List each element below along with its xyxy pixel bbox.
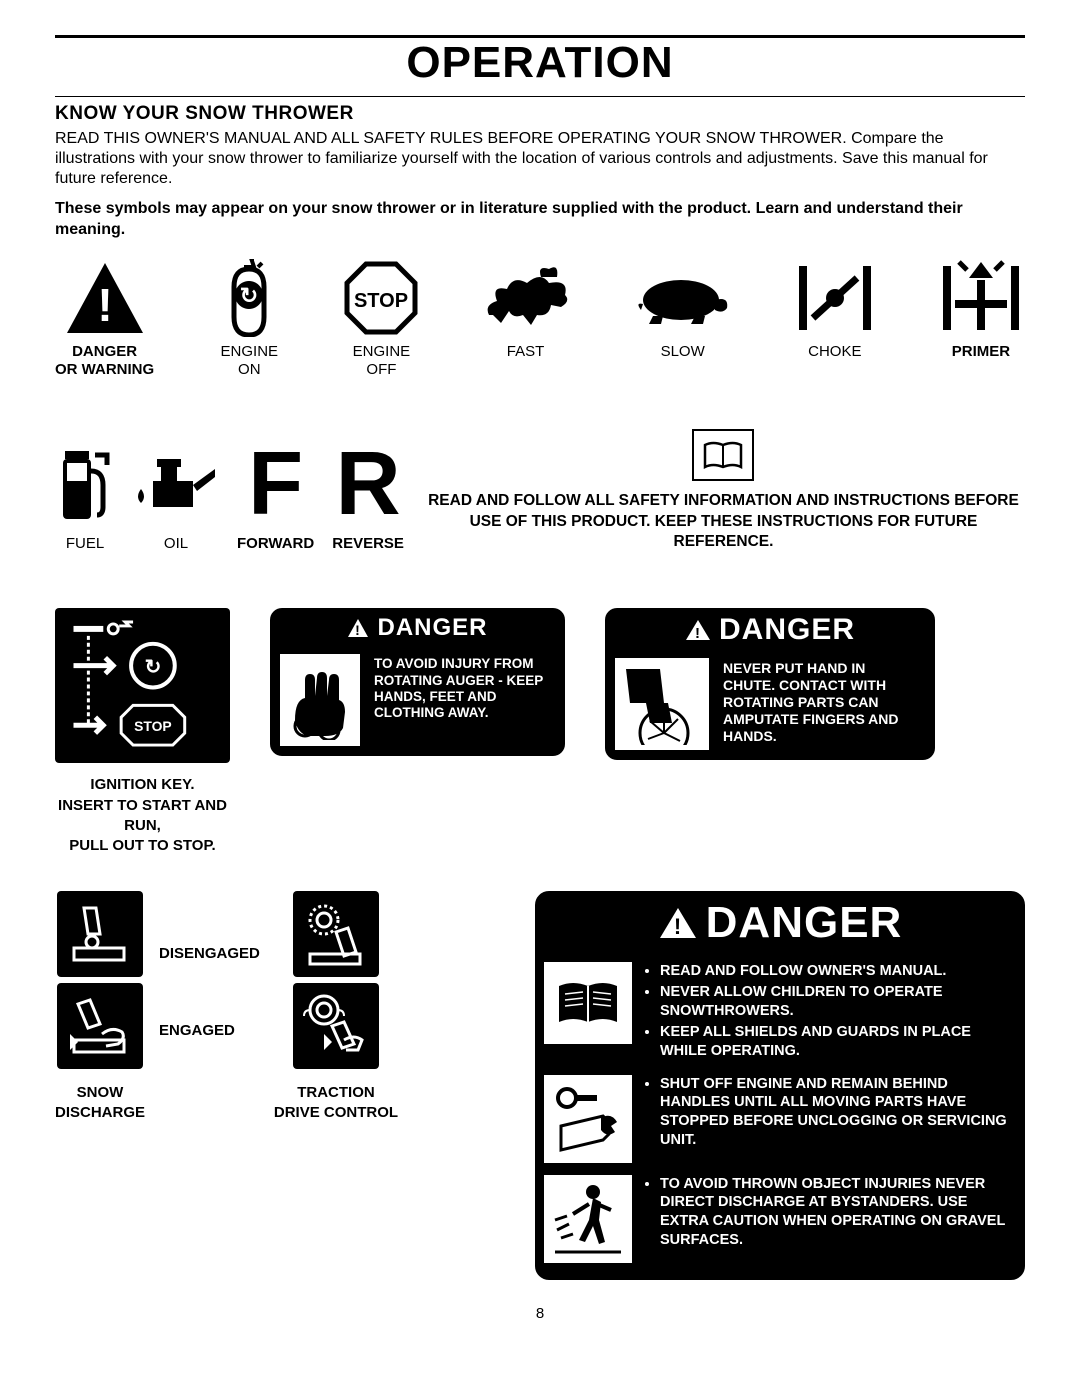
symbol-reverse: R REVERSE <box>332 439 404 553</box>
engaged-label: ENGAGED <box>159 1022 260 1039</box>
page-number: 8 <box>55 1305 1025 1322</box>
danger-big-header-text: DANGER <box>706 898 903 948</box>
symbol-row-1: ! DANGER OR WARNING ↻ ENGINE ON STOP ENG… <box>55 259 1025 379</box>
symbol-row-2: FUEL OIL F FORWARD R REVERSE READ AND FO… <box>55 429 1025 554</box>
danger-big-box: ! DANGER READ AND FOLLOW OWNER'S MANUAL.… <box>535 891 1025 1279</box>
section-subtitle: KNOW YOUR SNOW THROWER <box>55 103 1025 125</box>
disengaged-label: DISENGAGED <box>159 945 260 962</box>
snow-engaged-icon <box>57 983 143 1069</box>
symbol-choke: CHOKE <box>793 259 877 361</box>
svg-text:!: ! <box>97 279 112 331</box>
danger-big-header: ! DANGER <box>538 894 1022 956</box>
svg-text:!: ! <box>695 625 701 641</box>
symbol-primer: PRIMER <box>937 259 1025 361</box>
danger-chute-box: ! DANGER NEVER PUT HAND IN CHUTE. CONTAC… <box>605 608 935 760</box>
bottom-row: SNOW DISCHARGE DISENGAGED ENGAGED TRACTI… <box>55 891 1025 1279</box>
page-title: OPERATION <box>55 38 1025 88</box>
ignition-block: ↻ STOP IGNITION KEY. INSERT TO START AND… <box>55 608 230 856</box>
symbol-engine-on: ↻ ENGINE ON <box>214 259 284 379</box>
symbol-forward: F FORWARD <box>237 439 314 553</box>
turtle-icon <box>633 259 733 337</box>
symbol-danger-label: DANGER OR WARNING <box>55 343 154 379</box>
symbol-fast: FAST <box>479 259 573 361</box>
symbol-fast-label: FAST <box>507 343 545 361</box>
danger-big-block2: SHUT OFF ENGINE AND REMAIN BEHIND HANDLE… <box>644 1075 1012 1152</box>
ignition-diagram-icon: ↻ STOP <box>55 608 230 763</box>
symbol-fuel: FUEL <box>55 439 115 553</box>
symbol-primer-label: PRIMER <box>952 343 1010 361</box>
choke-icon <box>793 259 877 337</box>
danger-chute-header-text: DANGER <box>719 613 855 647</box>
symbol-slow: SLOW <box>633 259 733 361</box>
primer-icon <box>937 259 1025 337</box>
danger-big-block3: TO AVOID THROWN OBJECT INJURIES NEVER DI… <box>644 1175 1012 1252</box>
auger-hand-icon <box>280 654 360 746</box>
chute-hand-icon <box>615 658 709 750</box>
svg-text:STOP: STOP <box>354 290 408 312</box>
traction-disengaged-icon <box>293 891 379 977</box>
symbol-choke-label: CHOKE <box>808 343 861 361</box>
oil-can-icon <box>133 439 219 529</box>
symbols-note: These symbols may appear on your snow th… <box>55 199 1025 241</box>
symbol-engine-on-label: ENGINE ON <box>221 343 279 379</box>
danger-big-block1: READ AND FOLLOW OWNER'S MANUAL.NEVER ALL… <box>644 962 1012 1062</box>
big-key-wrench-icon <box>544 1075 632 1163</box>
forward-letter-icon: F <box>248 439 303 529</box>
big-bystander-icon <box>544 1175 632 1263</box>
stop-sign-icon: STOP <box>344 259 418 337</box>
symbol-reverse-label: REVERSE <box>332 535 404 553</box>
big-manual-icon <box>544 962 632 1044</box>
manual-book-icon <box>692 429 754 481</box>
danger-auger-text: TO AVOID INJURY FROM ROTATING AUGER - KE… <box>364 650 559 750</box>
svg-text:!: ! <box>673 914 681 939</box>
svg-text:↻: ↻ <box>240 283 258 308</box>
engine-on-icon: ↻ <box>214 259 284 337</box>
symbol-engine-off-label: ENGINE OFF <box>353 343 411 379</box>
rabbit-icon <box>479 259 573 337</box>
safety-instructions-block: READ AND FOLLOW ALL SAFETY INFORMATION A… <box>422 429 1025 554</box>
traction-engaged-icon <box>293 983 379 1069</box>
danger-auger-box: ! DANGER TO AVOID INJURY FROM ROTATING A… <box>270 608 565 756</box>
symbol-fuel-label: FUEL <box>66 535 104 553</box>
reverse-letter-icon: R <box>336 439 401 529</box>
svg-text:STOP: STOP <box>134 719 172 735</box>
lever-controls-left: SNOW DISCHARGE DISENGAGED ENGAGED TRACTI… <box>55 891 398 1122</box>
svg-text:!: ! <box>356 622 362 638</box>
safety-instructions-text: READ AND FOLLOW ALL SAFETY INFORMATION A… <box>422 491 1025 554</box>
symbol-engine-off: STOP ENGINE OFF <box>344 259 418 379</box>
snow-disengaged-icon <box>57 891 143 977</box>
danger-auger-header: ! DANGER <box>272 610 563 646</box>
danger-chute-text: NEVER PUT HAND IN CHUTE. CONTACT WITH RO… <box>713 654 929 754</box>
title-underline <box>55 96 1025 97</box>
danger-auger-header-text: DANGER <box>377 614 487 642</box>
fuel-pump-icon <box>55 439 115 529</box>
symbol-slow-label: SLOW <box>661 343 705 361</box>
intro-paragraph: READ THIS OWNER'S MANUAL AND ALL SAFETY … <box>55 129 1025 189</box>
snow-discharge-label: SNOW DISCHARGE <box>55 1083 145 1122</box>
traction-label: TRACTION DRIVE CONTROL <box>274 1083 398 1122</box>
danger-row: ↻ STOP IGNITION KEY. INSERT TO START AND… <box>55 608 1025 856</box>
symbol-oil-label: OIL <box>164 535 188 553</box>
symbol-danger: ! DANGER OR WARNING <box>55 259 154 379</box>
svg-text:↻: ↻ <box>144 657 161 679</box>
ignition-label: IGNITION KEY. INSERT TO START AND RUN, P… <box>55 775 230 856</box>
danger-triangle-icon: ! <box>64 259 146 337</box>
symbol-forward-label: FORWARD <box>237 535 314 553</box>
danger-chute-header: ! DANGER <box>607 610 933 650</box>
symbol-oil: OIL <box>133 439 219 553</box>
